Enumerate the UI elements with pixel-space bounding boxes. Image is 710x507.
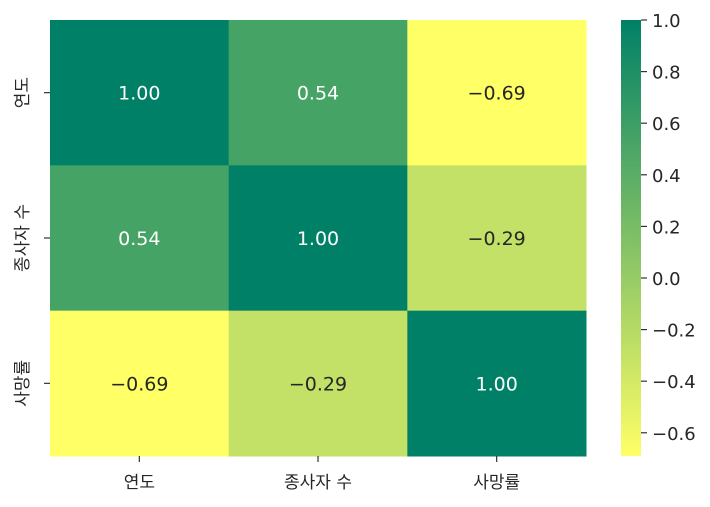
y-tick-label: 연도 [13, 77, 33, 108]
y-tick-label: 종사자 수 [13, 204, 33, 272]
colorbar-tick-label: −0.6 [652, 424, 696, 445]
cell-annotation: 0.54 [297, 83, 339, 105]
heatmap-cells [50, 20, 587, 457]
heatmap-cell [407, 165, 587, 312]
colorbar-tick-label: 0.4 [652, 166, 681, 187]
cell-annotation: 1.00 [297, 228, 339, 250]
heatmap-cell [50, 310, 230, 457]
x-tick-label: 사망률 [473, 473, 520, 493]
colorbar-tick-label: −0.4 [652, 372, 696, 393]
x-tick-label: 종사자 수 [284, 473, 352, 493]
heatmap-cell [228, 310, 408, 457]
x-axis: 연도 종사자 수 사망률 [124, 456, 520, 493]
heatmap-cell [228, 20, 408, 166]
colorbar: 1.0 0.8 0.6 0.4 0.2 0.0 −0.2 −0.4 −0.6 [621, 11, 696, 456]
heatmap-cell [407, 20, 587, 166]
cell-annotation: 1.00 [118, 83, 160, 105]
colorbar-tick-label: 0.6 [652, 114, 681, 135]
cell-annotation: 0.54 [118, 228, 160, 250]
cell-annotation: −0.69 [468, 83, 526, 105]
cell-annotation: −0.29 [468, 228, 526, 250]
colorbar-tick-label: 0.2 [652, 217, 681, 238]
colorbar-tick-label: 0.8 [652, 63, 681, 84]
x-tick-label: 연도 [124, 473, 155, 493]
heatmap-cell [228, 165, 408, 312]
cell-annotations: 1.00 0.54 −0.69 0.54 1.00 −0.29 −0.69 −0.29 1.00 [110, 83, 526, 396]
colorbar-tick-label: 1.0 [652, 11, 681, 32]
heatmap-cell [50, 20, 230, 166]
cell-annotation: −0.69 [110, 373, 168, 395]
colorbar-tick-label: −0.2 [652, 321, 696, 342]
cell-annotation: 1.00 [476, 373, 518, 395]
y-tick-label: 사망률 [13, 360, 33, 407]
colorbar-tick-label: 0.0 [652, 269, 681, 290]
cell-annotation: −0.29 [289, 373, 347, 395]
heatmap-cell [407, 310, 587, 457]
colorbar-gradient [621, 20, 641, 456]
heatmap-cell [50, 165, 230, 312]
